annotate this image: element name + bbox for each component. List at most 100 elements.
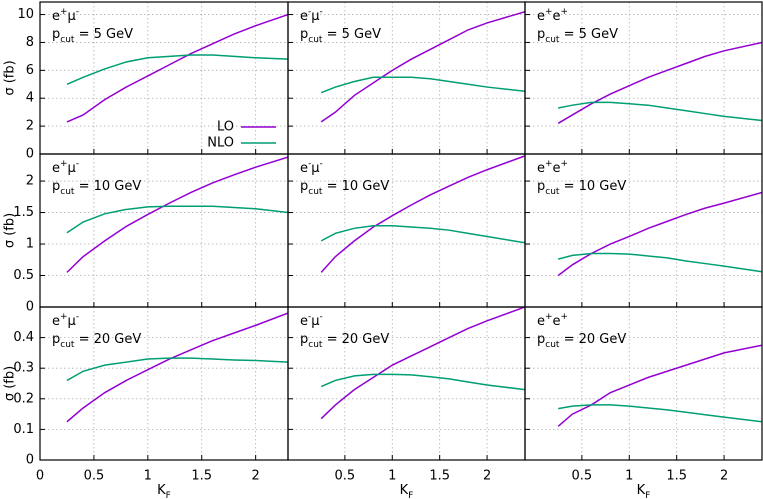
text-part: e [537,161,545,176]
text-part: + [60,7,68,17]
y-axis-title: σ (fb) [3,213,18,248]
text-part: p [300,27,308,42]
text-part: μ [311,9,319,24]
text-part: K [157,483,166,498]
text-part: p [300,332,308,347]
x-tick-label: 0 [36,469,44,484]
text-part: e [300,9,308,24]
text-part: = 10 GeV [322,179,389,194]
series-line [66,13,288,123]
panel-frame [524,306,763,461]
cut-label: pcut = 5 GeV [300,27,381,45]
text-part: - [76,159,79,169]
series-line [320,225,525,244]
cut-label: pcut = 20 GeV [52,332,141,350]
text-part: = 20 GeV [559,332,626,347]
panel-frame [524,1,763,155]
text-part: μ [68,161,76,176]
y-tick-label: 2 [26,174,34,189]
series-line [558,101,762,122]
text-part: + [545,159,553,169]
text-part: cut [308,187,323,197]
series-line [320,373,525,391]
text-part: cut [60,35,75,45]
series-line [66,156,288,273]
x-axis-title: KF [157,483,171,499]
y-tick-label: 8 [26,35,34,50]
series-line [558,404,762,423]
y-tick-label: 0.3 [13,361,34,376]
panel-label: e+μ- [52,159,79,176]
text-part: F [645,491,650,499]
text-part: cut [308,340,323,350]
x-tick-label: 1 [625,469,633,484]
text-part: + [545,312,553,322]
x-tick-label: 2 [252,469,260,484]
text-part: - [76,312,79,322]
panel-label: e+e+ [537,312,568,329]
text-part: e [553,314,561,329]
panel-label: e-μ- [300,159,323,176]
panel-label: e-μ- [300,7,323,24]
text-part: + [60,159,68,169]
series-line [557,41,762,124]
y-tick-label: 0.1 [13,422,34,437]
series-line [557,252,762,273]
text-part: + [60,312,68,322]
text-part: = 5 GeV [559,27,618,42]
panel-label: e+e+ [537,7,568,24]
text-part: - [320,312,323,322]
panel-label: e-μ- [300,312,323,329]
x-axis-title: KF [400,483,414,499]
x-tick-label: 1 [388,469,396,484]
y-tick-label: 0 [26,147,34,162]
cut-label: pcut = 5 GeV [537,27,618,45]
cut-label: pcut = 20 GeV [537,332,626,350]
text-part: F [166,491,171,499]
series-line [320,155,525,273]
text-part: - [308,312,311,322]
y-tick-label: 1 [26,237,34,252]
text-part: cut [60,340,75,350]
panel-frame [39,153,289,308]
text-part: e [52,161,60,176]
text-part: e [553,9,561,24]
text-part: - [320,159,323,169]
cut-label: pcut = 10 GeV [537,179,626,197]
text-part: = 5 GeV [74,27,133,42]
text-part: K [637,483,646,498]
text-part: + [561,159,569,169]
text-part: + [545,7,553,17]
text-part: e [300,161,308,176]
text-part: = 20 GeV [322,332,389,347]
text-part: cut [60,187,75,197]
x-tick-label: 1.5 [429,469,450,484]
x-tick-label: 0.5 [335,469,356,484]
y-tick-label: 0.4 [13,330,34,345]
text-part: p [52,27,60,42]
x-tick-label: 1 [144,469,152,484]
cut-label: pcut = 20 GeV [300,332,389,350]
panel-label: e+μ- [52,7,79,24]
text-part: = 20 GeV [74,332,141,347]
series-line [320,11,525,123]
text-part: F [408,491,413,499]
cut-label: pcut = 10 GeV [52,179,141,197]
text-part: cut [545,187,560,197]
panel-frame [287,306,526,461]
panel-frame [39,306,289,461]
y-axis-title: σ (fb) [3,60,18,95]
y-tick-label: 6 [26,63,34,78]
series-line [66,54,288,85]
text-part: e [300,314,308,329]
text-part: p [537,27,545,42]
x-tick-label: 1.5 [666,469,687,484]
panel-frame [287,153,526,308]
y-axis-title: σ (fb) [3,366,18,401]
y-tick-label: 4 [26,91,34,106]
text-part: cut [545,340,560,350]
legend-label: LO [217,120,234,135]
series-line [66,312,288,423]
text-part: = 5 GeV [322,27,381,42]
